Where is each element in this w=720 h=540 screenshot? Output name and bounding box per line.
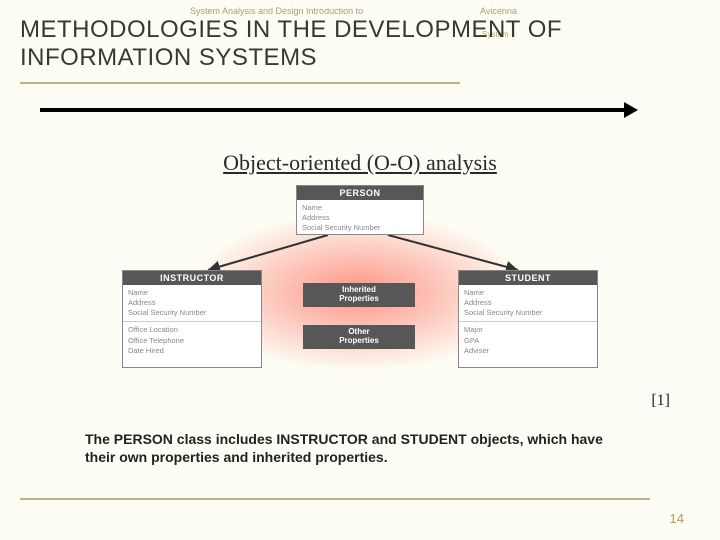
person-header: PERSON (297, 186, 423, 200)
header-brand: Avicenna (480, 6, 517, 16)
bottom-rule (20, 498, 650, 500)
class-box-student: STUDENT NameAddressSocial Security Numbe… (458, 270, 598, 368)
inherited-properties-label: InheritedProperties (303, 283, 415, 307)
student-header: STUDENT (459, 271, 597, 285)
slide-title: METHODOLOGIES IN THE DEVELOPMENT OF INFO… (20, 16, 562, 71)
title-line-1: METHODOLOGIES IN THE DEVELOPMENT OF (20, 16, 562, 43)
class-box-person: PERSON NameAddressSocial Security Number (296, 185, 424, 235)
other-properties-label: OtherProperties (303, 325, 415, 349)
decorative-arrow (40, 100, 640, 120)
arrow-line (40, 108, 625, 112)
caption-text: The PERSON class includes INSTRUCTOR and… (85, 430, 630, 466)
oo-diagram: PERSON NameAddressSocial Security Number… (118, 185, 602, 385)
title-line-2: INFORMATION SYSTEMS (20, 44, 562, 72)
reference-marker: [1] (651, 392, 670, 410)
arrow-head-icon (624, 102, 638, 118)
header-course: System Analysis and Design Introduction … (190, 6, 363, 16)
instructor-inherited: NameAddressSocial Security Number (123, 285, 261, 321)
student-inherited: NameAddressSocial Security Number (459, 285, 597, 321)
page-number: 14 (670, 511, 684, 526)
title-underline (20, 82, 460, 84)
class-box-instructor: INSTRUCTOR NameAddressSocial Security Nu… (122, 270, 262, 368)
instructor-other: Office LocationOffice TelephoneDate Hire… (123, 321, 261, 358)
subtitle: Object-oriented (O-O) analysis (0, 150, 720, 176)
instructor-header: INSTRUCTOR (123, 271, 261, 285)
student-other: MajorGPAAdviser (459, 321, 597, 358)
person-fields: NameAddressSocial Security Number (297, 200, 423, 236)
